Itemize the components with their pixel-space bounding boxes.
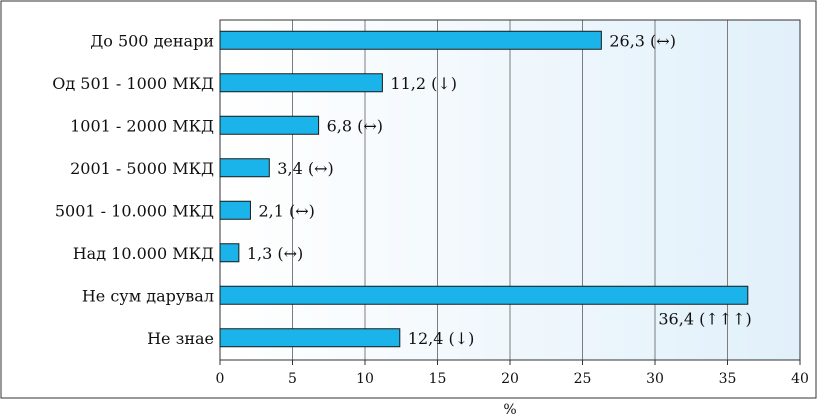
x-tick-label: 20 (501, 371, 519, 387)
x-axis-title: % (503, 402, 516, 418)
category-label: 1001 - 2000 МКД (70, 116, 214, 135)
value-label: 36,4 (↑↑↑) (658, 309, 751, 328)
bar (219, 285, 749, 305)
bar (219, 73, 383, 93)
category-label: 2001 - 5000 МКД (70, 159, 214, 178)
category-label: До 500 денари (90, 31, 214, 50)
bars-group (219, 30, 749, 348)
x-tick-label: 25 (574, 371, 592, 387)
x-tick-label: 30 (646, 371, 664, 387)
category-label: Над 10.000 МКД (73, 244, 214, 263)
value-label: 2,1 (↔) (258, 201, 314, 220)
value-label: 1,3 (↔) (247, 244, 303, 263)
value-label: 12,4 (↓) (408, 329, 475, 348)
bar (219, 115, 320, 135)
bar (219, 328, 401, 348)
x-tick-label: 15 (429, 371, 447, 387)
x-tick-label: 0 (216, 371, 225, 387)
value-labels: 26,3 (↔) 11,2 (↓) 6,8 (↔) 3,4 (↔) 2,1 (↔) 1,3… (247, 31, 752, 348)
category-label: Од 501 - 1000 МКД (52, 74, 214, 93)
x-tick-label: 35 (719, 371, 737, 387)
x-axis-ticks: 0 5 10 15 20 25 30 35 40 (216, 360, 809, 387)
category-label: 5001 - 10.000 МКД (55, 201, 214, 220)
value-label: 26,3 (↔) (609, 31, 676, 50)
bar (219, 243, 240, 263)
bar (219, 30, 602, 50)
bar (219, 158, 270, 178)
x-tick-label: 10 (356, 371, 374, 387)
x-tick-label: 40 (791, 371, 809, 387)
value-label: 3,4 (↔) (277, 159, 333, 178)
value-label: 6,8 (↔) (327, 116, 383, 135)
value-label: 11,2 (↓) (390, 74, 457, 93)
x-tick-label: 5 (288, 371, 297, 387)
category-label: Не знае (147, 329, 214, 348)
category-label: Не сум дарувал (82, 286, 214, 305)
category-labels: До 500 денари Од 501 - 1000 МКД 1001 - 200… (52, 31, 214, 348)
bar (219, 200, 251, 220)
